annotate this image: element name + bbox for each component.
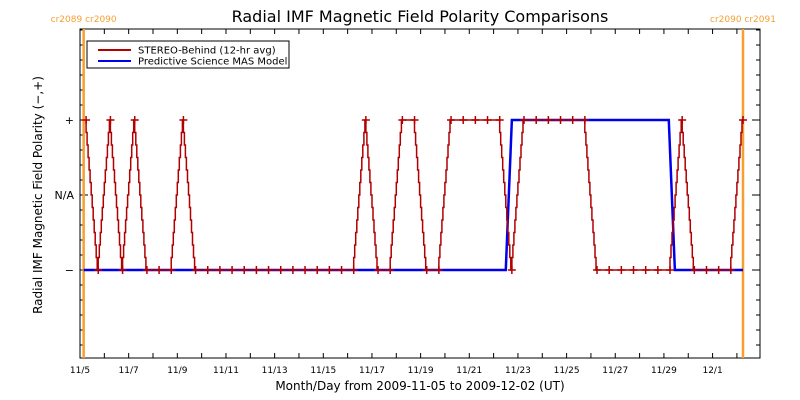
stereo-data-point bbox=[361, 116, 370, 124]
stereo-data-point bbox=[191, 266, 200, 274]
stereo-data-point bbox=[337, 266, 346, 274]
stereo-data-point bbox=[690, 266, 699, 274]
stereo-data-point bbox=[94, 266, 103, 274]
x-axis: 11/5 11/7 11/9 11/11 11/13 11/15 11/17 11/19 11/… bbox=[70, 29, 738, 376]
stereo-data-point bbox=[666, 266, 675, 274]
stereo-data-point bbox=[483, 116, 492, 124]
x-tick-label: 11/11 bbox=[213, 366, 239, 376]
stereo-data-point bbox=[507, 266, 516, 274]
stereo-data-point bbox=[276, 266, 285, 274]
series-model-line bbox=[83, 118, 743, 272]
stereo-data-point bbox=[155, 266, 164, 274]
stereo-data-point bbox=[325, 266, 334, 274]
y-axis: + N/A − bbox=[55, 29, 760, 346]
x-tick-label: 11/19 bbox=[408, 366, 434, 376]
stereo-data-point bbox=[641, 266, 650, 274]
x-tick-label: 11/17 bbox=[359, 366, 385, 376]
stereo-data-point bbox=[434, 266, 443, 274]
stereo-data-point bbox=[714, 266, 723, 274]
stereo-data-point bbox=[398, 116, 407, 124]
stereo-data-point bbox=[471, 116, 480, 124]
carrington-label: cr2089 cr2090 bbox=[51, 15, 117, 25]
y-tick-label: + bbox=[65, 114, 74, 127]
stereo-data-point bbox=[118, 266, 127, 274]
x-tick-label: 11/23 bbox=[505, 366, 531, 376]
stereo-data-point bbox=[410, 116, 419, 124]
x-tick-label: 12/1 bbox=[702, 366, 722, 376]
stereo-data-point bbox=[702, 266, 711, 274]
stereo-data-point bbox=[142, 266, 151, 274]
series-stereo-line bbox=[85, 119, 743, 271]
stereo-data-point bbox=[349, 266, 358, 274]
legend-box bbox=[86, 40, 290, 69]
stereo-data-point bbox=[678, 116, 687, 124]
stereo-data-point bbox=[203, 266, 212, 274]
stereo-data-point bbox=[617, 266, 626, 274]
stereo-data-point bbox=[726, 266, 735, 274]
stereo-data-point bbox=[629, 266, 638, 274]
stereo-data-point bbox=[130, 116, 139, 124]
stereo-data-point bbox=[167, 266, 176, 274]
stereo-data-point bbox=[568, 116, 577, 124]
x-tick-label: 11/25 bbox=[554, 366, 580, 376]
stereo-data-point bbox=[593, 266, 602, 274]
stereo-data-point bbox=[301, 266, 310, 274]
y-tick-label: − bbox=[65, 264, 74, 277]
x-tick-label: 11/5 bbox=[70, 366, 90, 376]
stereo-data-point bbox=[179, 116, 188, 124]
stereo-data-point bbox=[605, 266, 614, 274]
chart-title: Radial IMF Magnetic Field Polarity Compa… bbox=[232, 7, 609, 26]
stereo-data-point bbox=[520, 116, 529, 124]
legend-label-stereo: STEREO-Behind (12-hr avg) bbox=[138, 46, 276, 57]
stereo-data-point bbox=[82, 116, 91, 124]
stereo-data-point bbox=[252, 266, 261, 274]
stereo-data-point bbox=[228, 266, 237, 274]
x-tick-label: 11/27 bbox=[602, 366, 628, 376]
stereo-data-point bbox=[106, 116, 115, 124]
x-tick-label: 11/21 bbox=[456, 366, 482, 376]
stereo-data-point bbox=[422, 266, 431, 274]
stereo-data-point bbox=[264, 266, 273, 274]
stereo-data-point bbox=[215, 266, 224, 274]
stereo-data-point bbox=[459, 116, 468, 124]
stereo-data-point bbox=[653, 266, 662, 274]
x-axis-label: Month/Day from 2009-11-05 to 2009-12-02 … bbox=[275, 379, 564, 393]
x-tick-label: 11/9 bbox=[167, 366, 187, 376]
stereo-data-point bbox=[495, 116, 504, 124]
stereo-data-point bbox=[447, 116, 456, 124]
series-layer bbox=[82, 116, 747, 274]
stereo-data-point bbox=[313, 266, 322, 274]
plot-border bbox=[79, 28, 761, 359]
carrington-label: cr2090 cr2091 bbox=[710, 15, 776, 25]
carrington-markers: cr2089 cr2090 cr2090 cr2091 bbox=[51, 15, 776, 358]
stereo-data-point bbox=[580, 116, 589, 124]
x-tick-label: 11/7 bbox=[119, 366, 139, 376]
stereo-data-point bbox=[544, 116, 553, 124]
y-axis-label: Radial IMF Magnetic Field Polarity (−,+) bbox=[31, 76, 45, 314]
legend: STEREO-Behind (12-hr avg) Predictive Sci… bbox=[86, 40, 290, 69]
plot-frame bbox=[79, 28, 761, 359]
stereo-data-point bbox=[288, 266, 297, 274]
stereo-data-point bbox=[374, 266, 383, 274]
stereo-data-point bbox=[556, 116, 565, 124]
stereo-data-point bbox=[738, 116, 747, 124]
x-tick-label: 11/13 bbox=[262, 366, 288, 376]
stereo-data-point bbox=[532, 116, 541, 124]
x-tick-label: 11/29 bbox=[651, 366, 677, 376]
stereo-data-point bbox=[240, 266, 249, 274]
stereo-data-point bbox=[386, 266, 395, 274]
y-tick-label: N/A bbox=[55, 189, 75, 202]
x-tick-label: 11/15 bbox=[310, 366, 336, 376]
legend-label-model: Predictive Science MAS Model bbox=[138, 57, 287, 68]
